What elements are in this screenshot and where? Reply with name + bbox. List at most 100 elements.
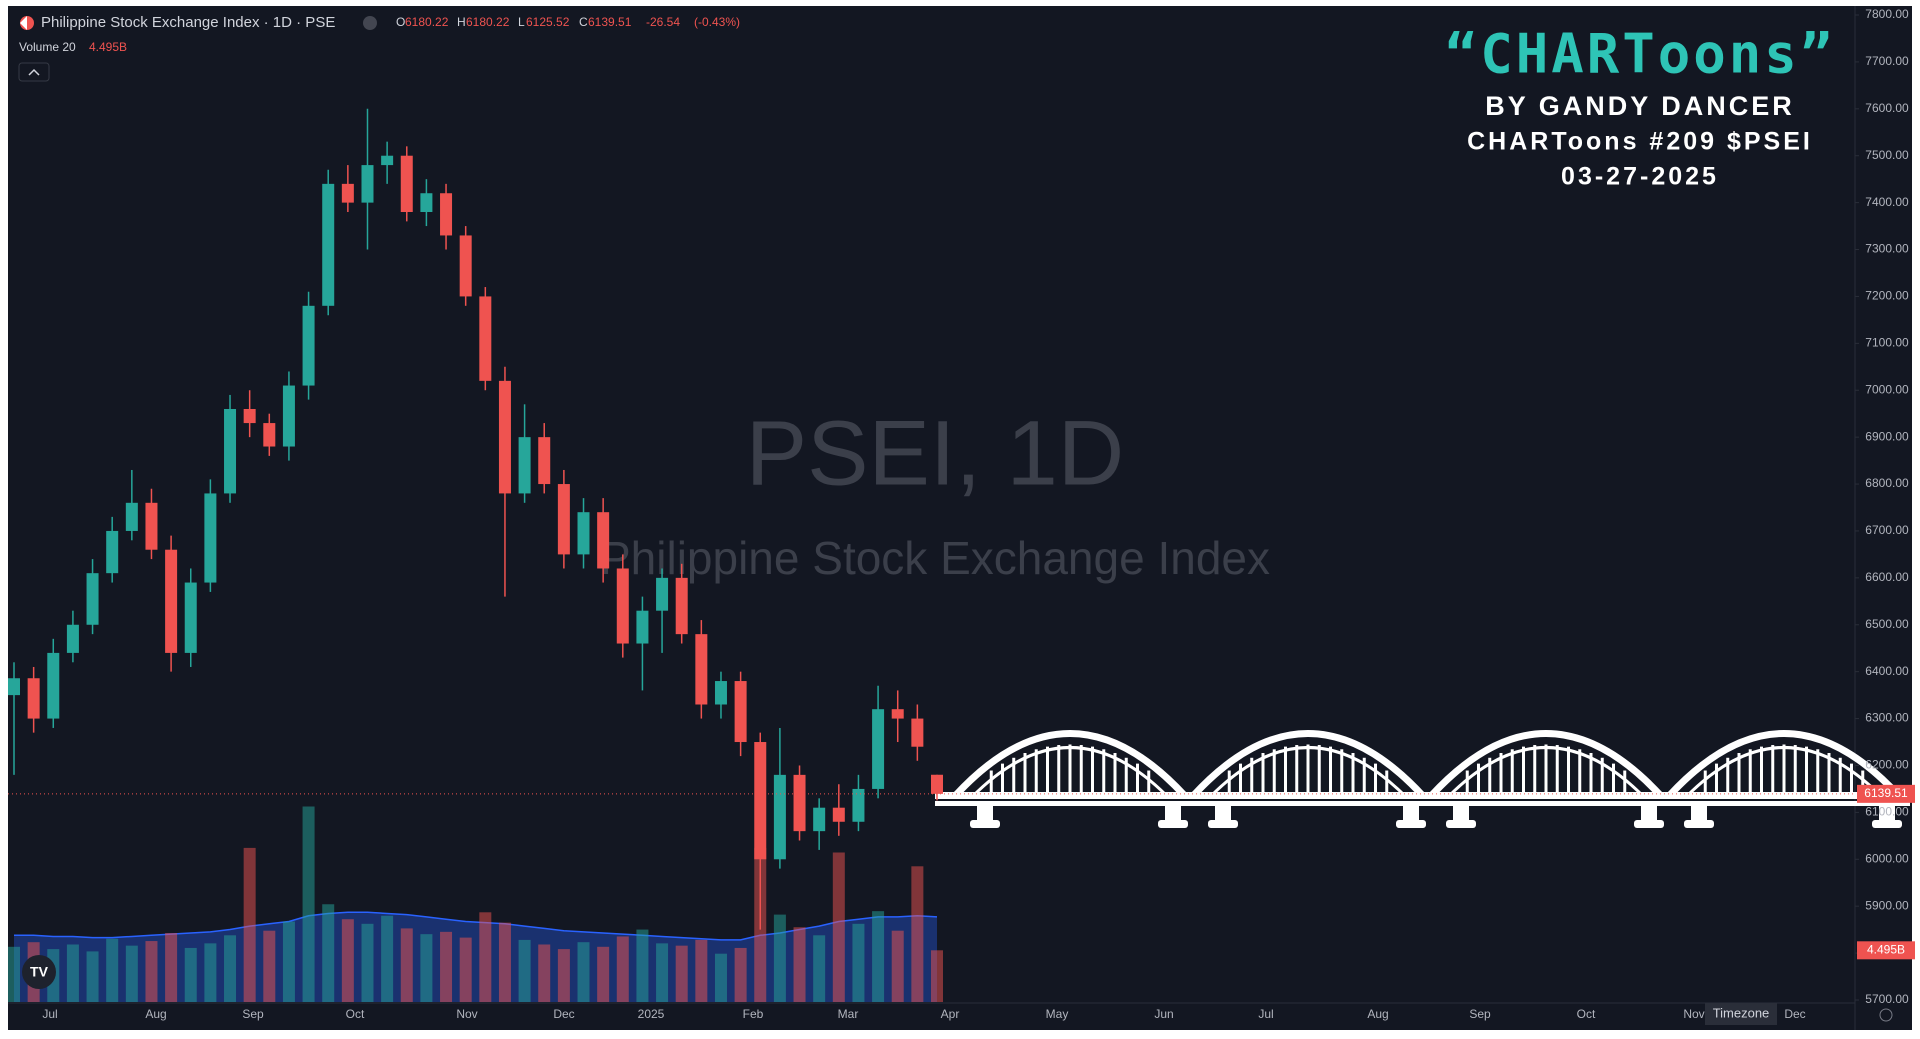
candle-body <box>636 610 649 644</box>
candle-body <box>27 678 40 719</box>
x-tick-label: Mar <box>838 1007 859 1021</box>
timezone-label[interactable]: Timezone <box>1713 1005 1770 1020</box>
candle-body <box>714 681 727 705</box>
volume-bar <box>931 950 943 1002</box>
volume-bar <box>8 946 20 1002</box>
y-tick-label: 7500.00 <box>1865 148 1909 162</box>
x-tick-label: Jul <box>42 1007 57 1021</box>
bridge-pier <box>1453 804 1469 822</box>
change-percent: (-0.43%) <box>694 15 740 29</box>
volume-bar <box>381 915 394 1002</box>
ohlc-value: 6180.22 <box>405 15 449 29</box>
ohlc-value: 6125.52 <box>526 15 570 29</box>
volume-bar <box>282 921 295 1002</box>
y-tick-label: 5900.00 <box>1865 898 1909 912</box>
volume-bar <box>400 928 413 1002</box>
bridge-arch <box>1190 730 1426 799</box>
flag-icon-part <box>20 16 27 30</box>
candle-body <box>656 577 669 611</box>
volume-bar <box>557 949 570 1002</box>
volume-bar <box>106 938 119 1002</box>
bridge-footing <box>1446 820 1476 828</box>
volume-bar <box>734 947 747 1002</box>
ohlc-value: 6180.22 <box>466 15 510 29</box>
candle-body <box>597 512 610 569</box>
y-tick-label: 7300.00 <box>1865 242 1909 256</box>
bridge-footing <box>1872 820 1902 828</box>
bridge-pier <box>1691 804 1707 822</box>
bridge-pier <box>1641 804 1657 822</box>
settings-icon[interactable] <box>1879 1008 1893 1022</box>
candle-body <box>86 573 99 625</box>
candle-body <box>341 183 354 203</box>
volume-bar <box>852 923 865 1002</box>
x-tick-label: Apr <box>941 1007 960 1021</box>
candle-body <box>518 437 531 494</box>
volume-bar <box>538 944 551 1002</box>
y-tick-label: 7000.00 <box>1865 382 1909 396</box>
y-tick-label: 6100.00 <box>1865 805 1909 819</box>
volume-bar <box>773 914 786 1002</box>
bridge-pier <box>1403 804 1419 822</box>
y-tick-label: 6200.00 <box>1865 758 1909 772</box>
bridge-footing <box>1158 820 1188 828</box>
candle-body <box>184 582 197 653</box>
volume-bar <box>675 945 688 1002</box>
volume-bar <box>695 939 708 1002</box>
volume-bar <box>891 930 904 1002</box>
candle-body <box>479 296 492 381</box>
x-tick-label: Oct <box>1577 1007 1596 1021</box>
volume-bar <box>361 923 374 1002</box>
candle-body <box>773 774 786 860</box>
bridge-footing <box>1684 820 1714 828</box>
bridge-footing <box>970 820 1000 828</box>
volume-bar <box>145 941 158 1002</box>
candle-body <box>872 709 885 789</box>
ohlc-legend: O 6180.22 H 6180.22 L 6125.52 C 6139.51 … <box>396 15 740 29</box>
volume-bar <box>616 936 629 1002</box>
x-tick-label: Jun <box>1154 1007 1173 1021</box>
timezone-button[interactable] <box>1705 1003 1777 1025</box>
x-tick-label: Nov <box>456 1007 477 1021</box>
collapse-button[interactable] <box>18 62 50 82</box>
x-tick-label: 2025 <box>638 1007 665 1021</box>
bridge-illustration <box>935 730 1910 828</box>
volume-bar <box>204 943 217 1002</box>
y-tick-label: 7200.00 <box>1865 289 1909 303</box>
volume-bar <box>440 931 453 1002</box>
logo-title: “CHARToons” <box>1445 23 1836 86</box>
symbol-title[interactable]: Philippine Stock Exchange Index · 1D · P… <box>41 14 335 31</box>
watermark-title: PSEI, 1D <box>746 402 1124 504</box>
tv-logo[interactable] <box>22 955 56 989</box>
candle-body <box>400 155 413 212</box>
bridge-pier <box>1879 804 1895 822</box>
volume-bar <box>302 806 315 1002</box>
candle-body <box>381 155 394 166</box>
candle-body <box>931 774 943 794</box>
y-tick-label: 6700.00 <box>1865 523 1909 537</box>
bridge-deck-lower <box>935 801 1910 806</box>
y-tick-label: 6000.00 <box>1865 851 1909 865</box>
status-dot <box>363 16 377 30</box>
y-tick-label: 6900.00 <box>1865 429 1909 443</box>
candle-body <box>204 493 217 583</box>
candle-body <box>361 165 374 203</box>
y-tick-label: 6800.00 <box>1865 476 1909 490</box>
x-tick-label: Feb <box>743 1007 764 1021</box>
candle-body <box>832 807 845 822</box>
volume-bar <box>636 929 649 1002</box>
candle-body <box>145 502 158 550</box>
bridge-pier <box>977 804 993 822</box>
candle-body <box>675 577 688 635</box>
ohlc-key: O <box>396 15 405 29</box>
candle-body <box>282 385 295 447</box>
y-tick-label: 7800.00 <box>1865 7 1909 21</box>
candle-body <box>420 193 433 212</box>
ohlc-key: L <box>518 15 525 29</box>
last-price-tag <box>1857 784 1915 803</box>
candle-body <box>263 423 276 447</box>
candle-body <box>243 409 256 424</box>
y-tick-label: 6400.00 <box>1865 664 1909 678</box>
logo-date: 03-27-2025 <box>1561 163 1719 191</box>
